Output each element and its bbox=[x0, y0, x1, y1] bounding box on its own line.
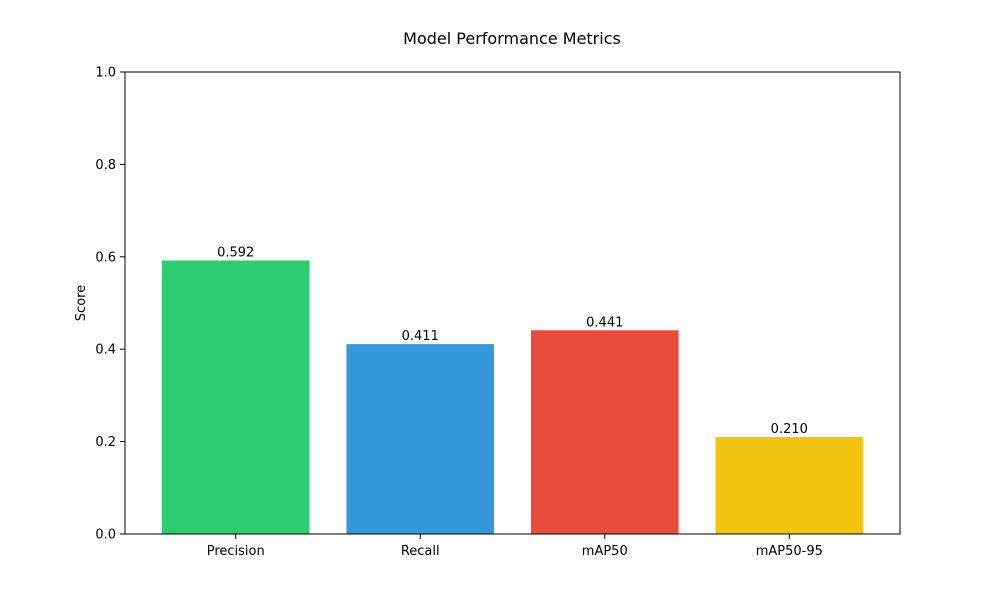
y-tick-label: 0.0 bbox=[95, 528, 116, 543]
data-label: 0.210 bbox=[771, 422, 808, 437]
data-label: 0.441 bbox=[586, 315, 623, 330]
plot-frame bbox=[124, 71, 901, 535]
data-label: 0.592 bbox=[217, 245, 254, 260]
x-tick-label: mAP50-95 bbox=[756, 544, 823, 559]
x-tick-label: Precision bbox=[207, 544, 265, 559]
data-label: 0.411 bbox=[402, 329, 439, 344]
y-axis-label: Score bbox=[74, 285, 89, 321]
y-tick-label: 1.0 bbox=[95, 66, 116, 81]
x-tick-label: Recall bbox=[401, 544, 440, 559]
x-tick-label: mAP50 bbox=[582, 544, 628, 559]
y-tick-label: 0.2 bbox=[95, 435, 116, 450]
bar-map50-95 bbox=[715, 436, 864, 534]
bar-map50 bbox=[530, 330, 679, 534]
y-tick-label: 0.8 bbox=[95, 158, 116, 173]
chart-title: Model Performance Metrics bbox=[403, 29, 621, 48]
bar-recall bbox=[346, 344, 495, 534]
y-tick-label: 0.4 bbox=[95, 343, 116, 358]
bar-precision bbox=[161, 260, 310, 534]
y-tick-label: 0.6 bbox=[95, 250, 116, 265]
plot-area: 0.592 0.411 0.441 0.210 0.0 0.2 0.4 0.6 0.8 1.0 Pr… bbox=[95, 66, 901, 559]
